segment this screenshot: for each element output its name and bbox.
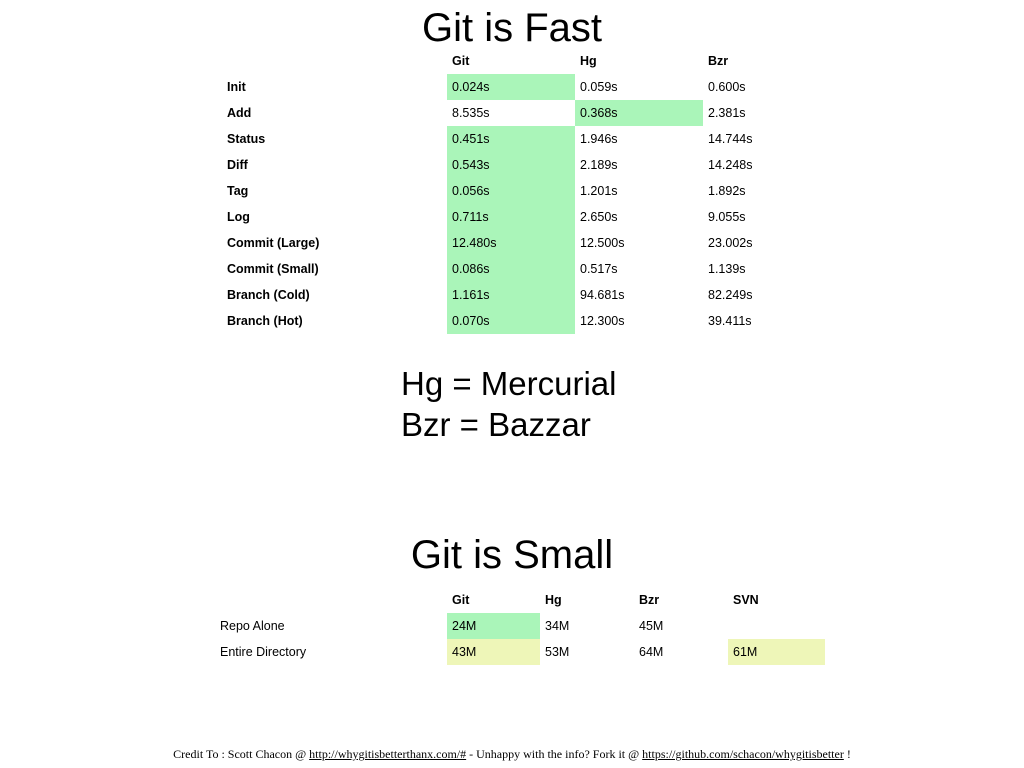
- fast-cell: 12.480s: [447, 230, 575, 256]
- small-cell: 64M: [639, 645, 664, 659]
- small-cell: 45M: [639, 619, 664, 633]
- fast-cell: 1.161s: [447, 282, 575, 308]
- fast-cell: 2.381s: [708, 106, 746, 120]
- fast-cell: 0.059s: [580, 80, 618, 94]
- small-cell: 53M: [545, 645, 570, 659]
- small-header-svn: SVN: [733, 593, 759, 607]
- legend: Hg = Mercurial Bzr = Bazzar: [401, 363, 616, 445]
- fast-header-bzr: Bzr: [708, 54, 729, 68]
- small-cell: 43M: [447, 639, 540, 665]
- credit-line: Credit To : Scott Chacon @ http://whygit…: [0, 747, 1024, 762]
- credit-prefix: Credit To : Scott Chacon @: [173, 747, 310, 761]
- fast-header-git: Git: [452, 54, 470, 68]
- fast-header-hg: Hg: [580, 54, 597, 68]
- fast-cell: 0.451s: [447, 126, 575, 152]
- fast-cell: 12.500s: [580, 236, 625, 250]
- small-row-label: Entire Directory: [220, 645, 307, 659]
- fast-row-label: Init: [227, 80, 246, 94]
- small-cell: 34M: [545, 619, 570, 633]
- fast-cell: 0.368s: [575, 100, 703, 126]
- fast-cell: 8.535s: [452, 106, 490, 120]
- small-cell: 24M: [447, 613, 540, 639]
- fast-cell: 94.681s: [580, 288, 625, 302]
- fast-cell: 39.411s: [708, 314, 752, 328]
- fast-cell: 0.600s: [708, 80, 746, 94]
- fast-cell: 0.543s: [447, 152, 575, 178]
- legend-bzr: Bzr = Bazzar: [401, 406, 591, 443]
- fast-cell: 0.024s: [447, 74, 575, 100]
- small-cell: 61M: [728, 639, 825, 665]
- fast-cell: 0.517s: [580, 262, 618, 276]
- fast-cell: 0.711s: [447, 204, 575, 230]
- small-cell: [728, 613, 825, 639]
- fast-row-label: Log: [227, 210, 250, 224]
- fast-cell: 14.744s: [708, 132, 753, 146]
- fast-row-label: Add: [227, 106, 252, 120]
- fast-row-label: Branch (Cold): [227, 288, 310, 302]
- fast-cell: 23.002s: [708, 236, 753, 250]
- fast-cell: 0.070s: [447, 308, 575, 334]
- credit-middle: - Unhappy with the info? Fork it @: [466, 747, 643, 761]
- fast-cell: 82.249s: [708, 288, 753, 302]
- legend-hg: Hg = Mercurial: [401, 365, 617, 402]
- fast-cell: 14.248s: [708, 158, 753, 172]
- credit-suffix: !: [843, 747, 851, 761]
- fast-cell: 1.201s: [580, 184, 618, 198]
- fast-row-label: Tag: [227, 184, 249, 198]
- fast-cell: 1.139s: [708, 262, 746, 276]
- fast-row-label: Commit (Small): [227, 262, 319, 276]
- fast-cell: 1.892s: [708, 184, 746, 198]
- small-header-bzr: Bzr: [639, 593, 660, 607]
- whygit-link[interactable]: http://whygitisbetterthanx.com/#: [309, 747, 467, 761]
- fast-cell: 2.650s: [580, 210, 618, 224]
- fast-cell: 2.189s: [580, 158, 618, 172]
- fast-row-label: Commit (Large): [227, 236, 320, 250]
- small-header-git: Git: [452, 593, 470, 607]
- github-link[interactable]: https://github.com/schacon/whygitisbette…: [642, 747, 844, 761]
- small-header-hg: Hg: [545, 593, 562, 607]
- fast-cell: 0.086s: [447, 256, 575, 282]
- small-title: Git is Small: [410, 533, 614, 577]
- small-row-label: Repo Alone: [220, 619, 285, 633]
- fast-row-label: Branch (Hot): [227, 314, 303, 328]
- fast-cell: 12.300s: [580, 314, 625, 328]
- fast-row-label: Diff: [227, 158, 248, 172]
- fast-cell: 9.055s: [708, 210, 746, 224]
- fast-cell: 1.946s: [580, 132, 618, 146]
- fast-row-label: Status: [227, 132, 266, 146]
- fast-title: Git is Fast: [421, 6, 603, 50]
- fast-cell: 0.056s: [447, 178, 575, 204]
